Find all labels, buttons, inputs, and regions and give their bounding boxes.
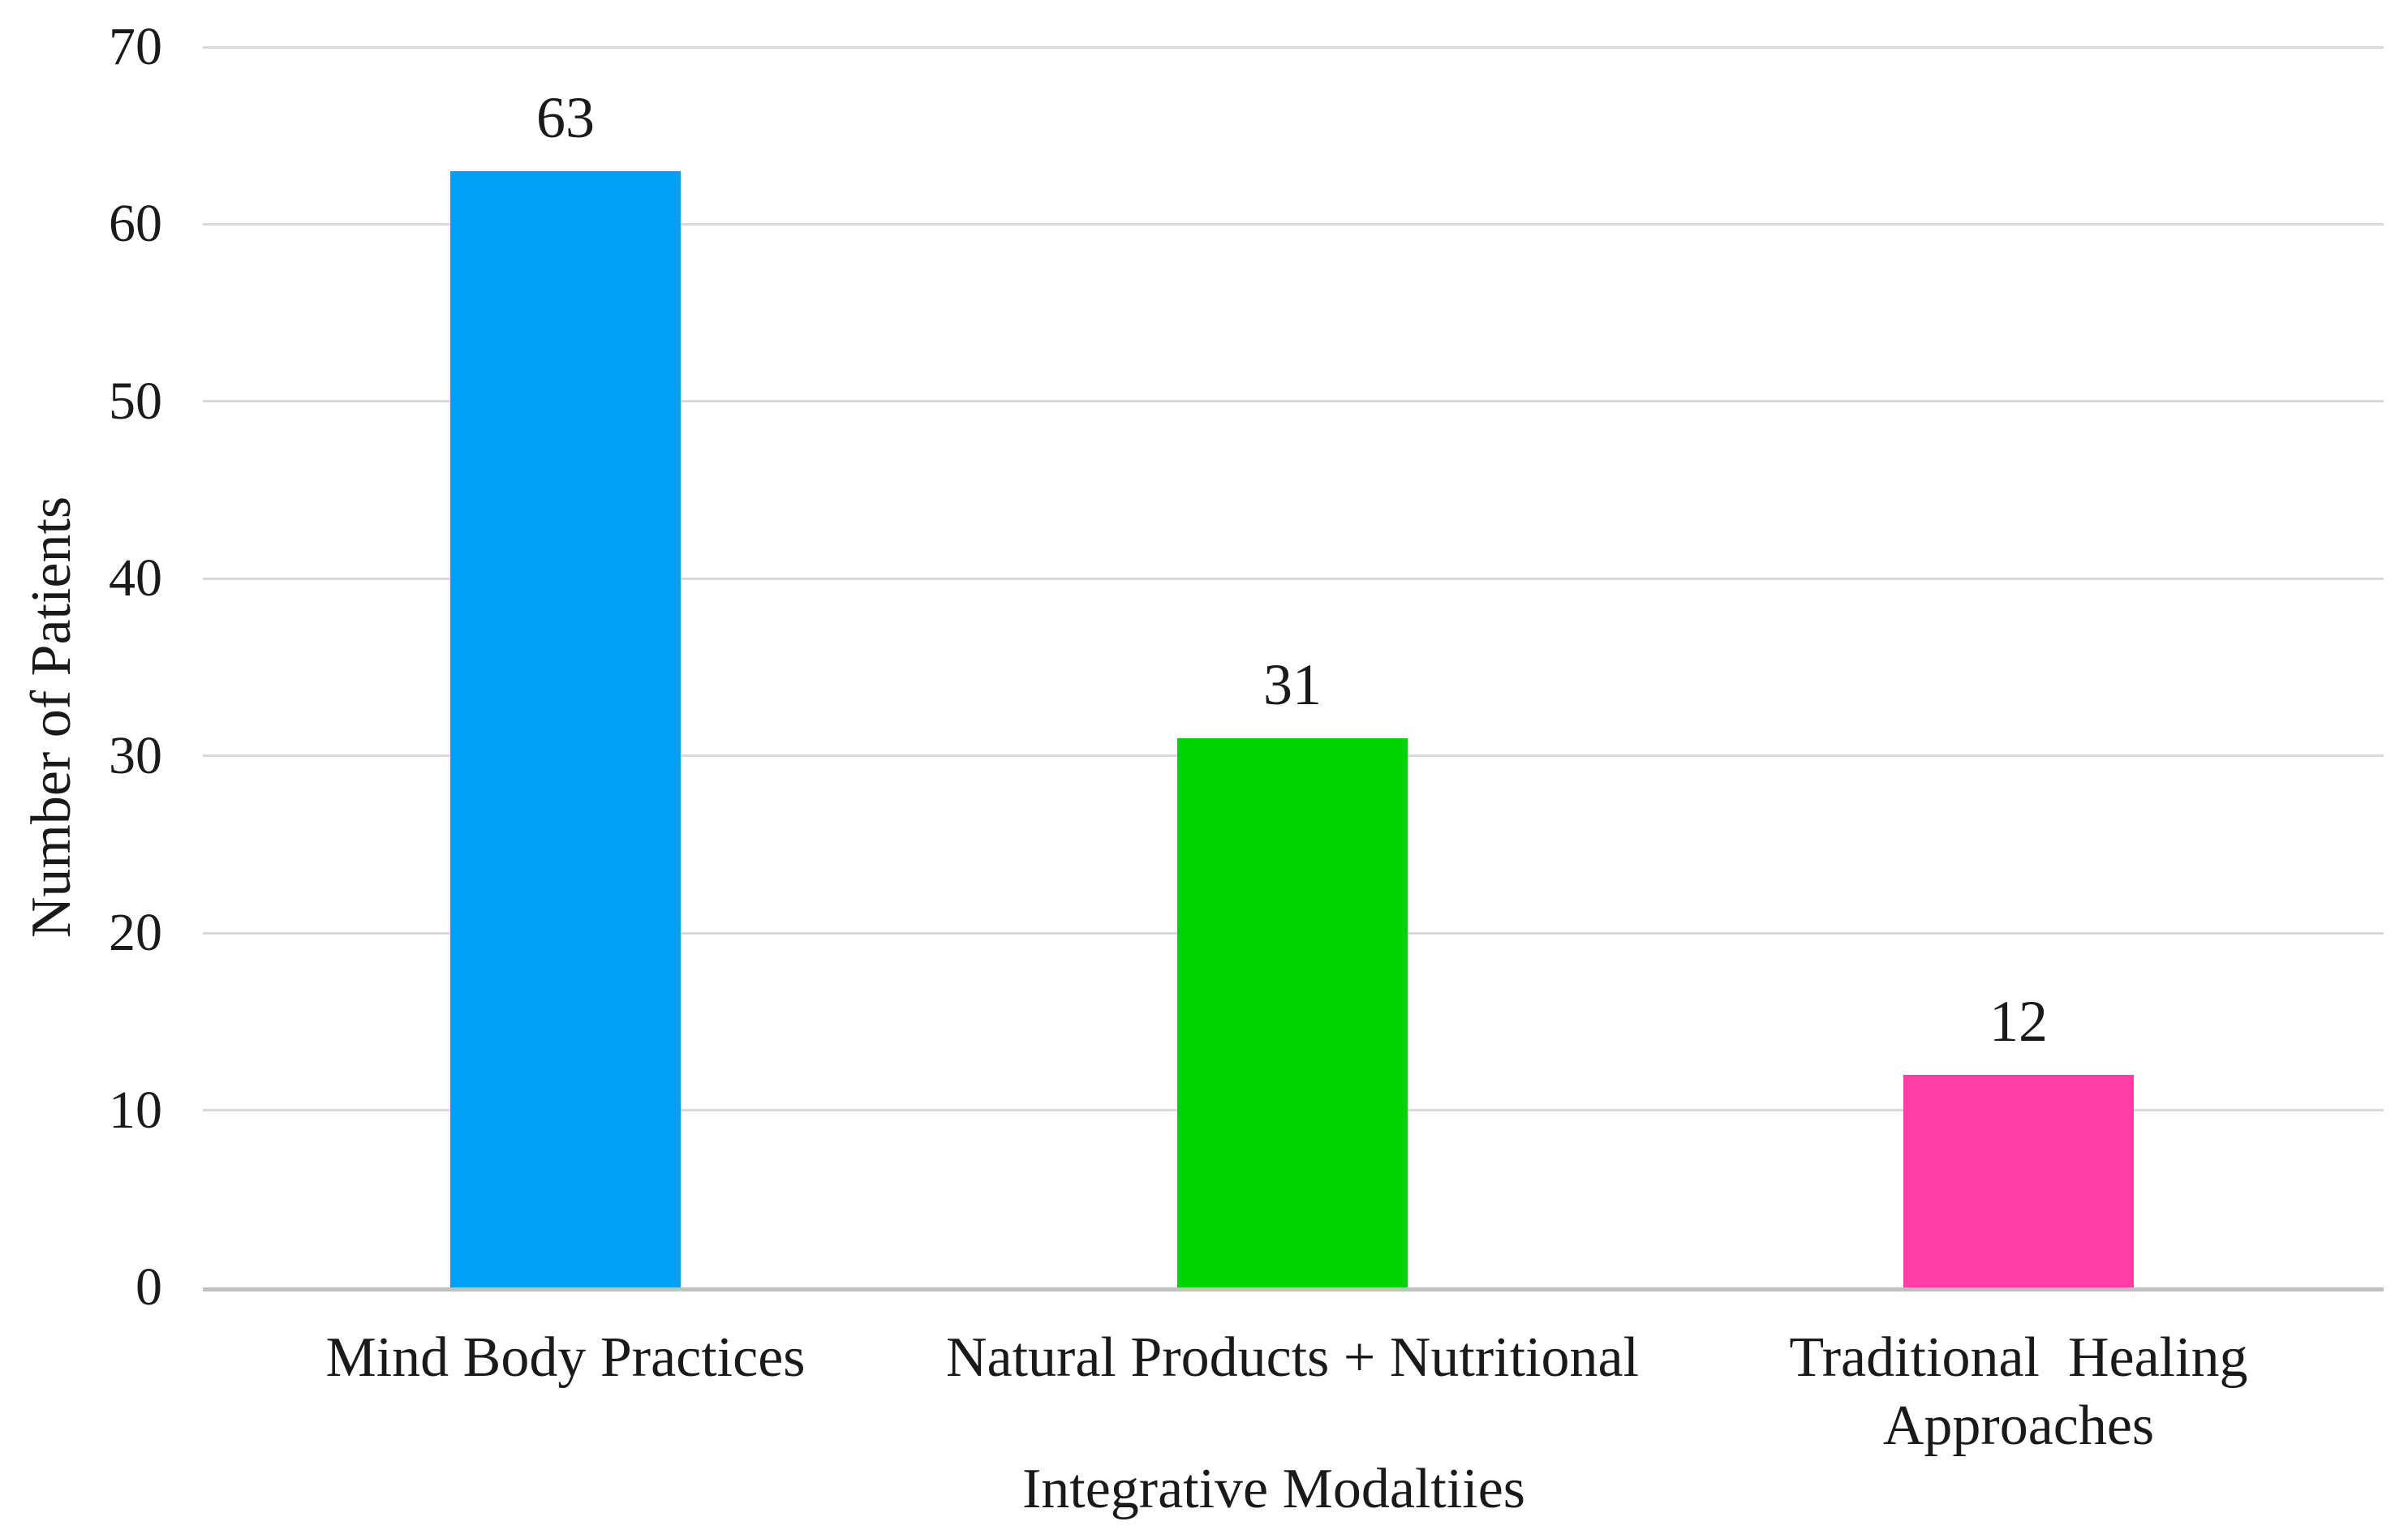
gridline: [203, 577, 2384, 580]
y-tick-label: 50: [109, 371, 162, 431]
x-axis-title: Integrative Modaltiies: [1021, 1458, 1526, 1520]
y-tick-label: 20: [109, 903, 162, 963]
y-tick-label: 60: [109, 194, 162, 254]
gridline: [203, 400, 2384, 403]
gridline: [203, 222, 2384, 226]
y-tick-label: 30: [109, 725, 162, 785]
y-tick-label: 70: [109, 17, 162, 76]
data-label: 12: [1989, 989, 2048, 1054]
gridline: [203, 45, 2384, 49]
data-label: 63: [536, 85, 595, 150]
x-category-label: Natural Products + Nutritional: [945, 1326, 1640, 1389]
bar-mind-body-practices: [450, 171, 681, 1287]
y-tick-label: 0: [135, 1257, 162, 1317]
x-category-label: Mind Body Practices: [325, 1326, 806, 1389]
data-label: 31: [1263, 652, 1322, 717]
x-category-label: Traditional Healing Approaches: [1789, 1326, 2248, 1457]
y-tick-label: 10: [109, 1080, 162, 1140]
bar-traditional-healing-approaches: [1903, 1075, 2134, 1287]
x-axis-line: [203, 1287, 2384, 1291]
y-tick-label: 40: [109, 548, 162, 608]
bar-natural-products-nutritional: [1177, 738, 1408, 1287]
